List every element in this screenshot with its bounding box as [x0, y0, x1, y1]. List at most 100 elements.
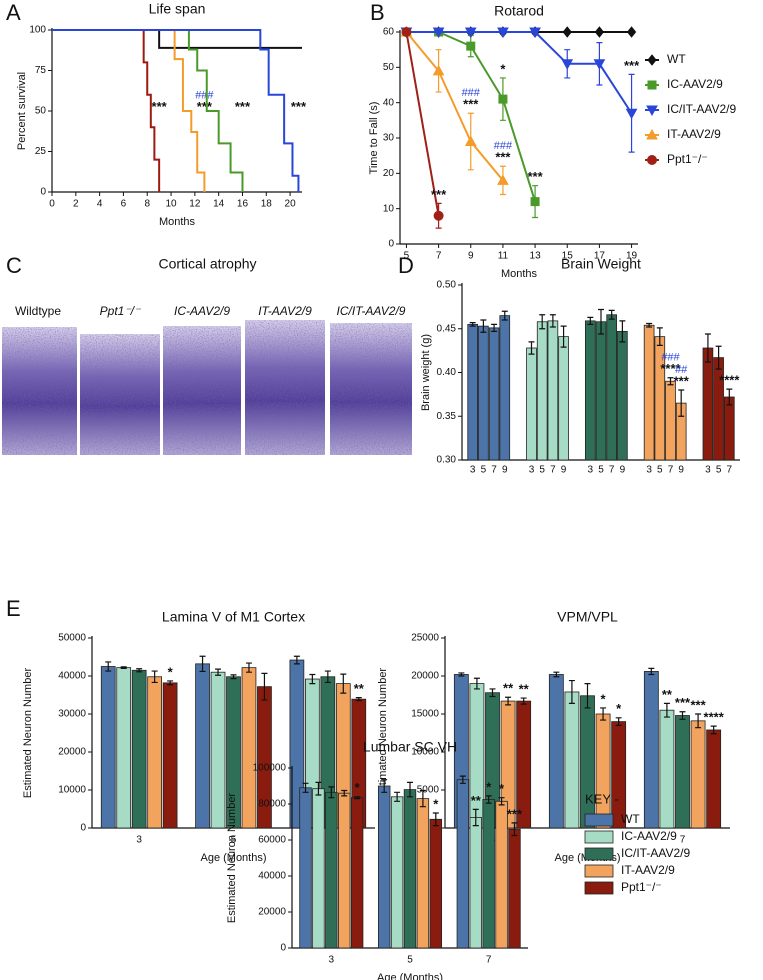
significance: *** — [527, 169, 543, 184]
panel-letter: D — [398, 253, 414, 278]
x-tick-label: 15 — [562, 251, 574, 262]
bar — [299, 787, 312, 949]
y-tick-label: 10000 — [411, 747, 439, 758]
legend-swatch — [584, 881, 614, 895]
x-tick-label: 12 — [189, 199, 201, 210]
y-tick-label: 20000 — [258, 907, 286, 918]
y-axis-title: Percent survival — [16, 72, 28, 150]
marker — [433, 210, 444, 221]
x-tick-label: 6 — [121, 199, 127, 210]
error-bar — [355, 697, 362, 702]
x-tick-label: 7 — [727, 465, 733, 476]
marker — [401, 27, 412, 37]
significance: * — [601, 691, 607, 706]
error-bar — [553, 671, 560, 678]
error-bar — [501, 310, 508, 321]
error-bar — [394, 791, 401, 802]
x-tick-label: 3 — [470, 465, 476, 476]
marker — [464, 135, 477, 147]
marker — [647, 155, 657, 165]
x-tick-label: 3 — [136, 835, 142, 846]
micrograph-texture — [245, 320, 325, 455]
y-tick-label: 25000 — [411, 633, 439, 644]
error-bar — [560, 325, 567, 348]
significance: *** — [690, 697, 706, 712]
error-bar — [419, 789, 426, 808]
error-bar — [539, 314, 546, 330]
error-bar — [324, 670, 331, 684]
error-bar — [646, 322, 653, 328]
significance: *** — [507, 806, 523, 821]
y-axis-title: Brain weight (g) — [420, 334, 432, 411]
bar — [548, 674, 564, 829]
chart-title: Cortical atrophy — [158, 256, 256, 272]
micrograph-texture — [2, 327, 77, 455]
error-bar — [261, 672, 268, 701]
y-tick-label: 0.35 — [437, 411, 457, 422]
bar — [499, 315, 511, 461]
error-bar — [167, 680, 174, 686]
legend-label: IT-AAV2/9 — [621, 863, 675, 877]
bar — [675, 715, 690, 829]
x-tick-label: 5 — [657, 465, 663, 476]
chart-title: Life span — [149, 1, 206, 17]
significance: **** — [719, 373, 740, 388]
bar — [210, 671, 226, 829]
x-tick-label: 5 — [231, 835, 237, 846]
y-tick-label: 0.40 — [437, 367, 457, 378]
bar — [195, 663, 210, 829]
x-tick-label: 5 — [539, 465, 545, 476]
hash-significance: ### — [462, 87, 481, 99]
series-line — [52, 29, 244, 192]
significance: *** — [675, 695, 691, 710]
x-axis-title: Months — [501, 268, 538, 280]
panel-letter: C — [6, 253, 22, 278]
micrograph-label: IT-AAV2/9 — [258, 304, 312, 318]
x-tick-label: 0 — [49, 199, 55, 210]
legend-label: IC/IT-AAV2/9 — [667, 102, 736, 116]
error-bar — [245, 662, 252, 673]
bar — [162, 682, 178, 829]
error-bar — [679, 711, 686, 720]
micrograph-texture — [80, 334, 160, 455]
error-bar — [293, 655, 300, 665]
y-tick-label: 100 — [29, 25, 46, 36]
marker — [498, 94, 508, 104]
bar — [100, 666, 116, 829]
y-tick-label: 0.30 — [437, 455, 457, 466]
bar — [665, 380, 676, 461]
bar — [478, 325, 489, 461]
y-tick-label: 80000 — [258, 799, 286, 810]
y-axis-title: Estimated Neuron Number — [377, 668, 389, 799]
y-tick-label: 30000 — [58, 709, 86, 720]
y-tick-label: 10000 — [58, 785, 86, 796]
significance: * — [499, 781, 505, 796]
error-bar — [215, 668, 222, 676]
marker — [464, 27, 477, 39]
y-tick-label: 40000 — [58, 671, 86, 682]
series-line — [405, 31, 440, 216]
micrograph-texture — [163, 326, 241, 455]
x-tick-label: 7 — [436, 251, 442, 262]
significance: * — [355, 780, 361, 795]
x-tick-label: 7 — [609, 465, 615, 476]
error-bar — [715, 345, 722, 370]
marker — [646, 105, 658, 117]
chart-title: VPM/VPL — [557, 609, 618, 625]
bar — [403, 789, 417, 949]
x-tick-label: 3 — [588, 465, 594, 476]
panel-letter: E — [6, 596, 21, 621]
marker — [625, 108, 638, 120]
y-tick-label: 0 — [80, 823, 86, 834]
error-bar — [315, 781, 322, 796]
error-bar — [407, 781, 413, 798]
y-tick-label: 0.45 — [437, 323, 457, 334]
y-axis-title: Estimated Neuron Number — [22, 668, 34, 799]
error-bar — [469, 322, 476, 327]
error-bar — [341, 789, 348, 797]
x-tick-label: 4 — [97, 199, 103, 210]
error-bar — [587, 316, 594, 325]
x-tick-label: 3 — [529, 465, 535, 476]
error-bar — [309, 673, 316, 685]
